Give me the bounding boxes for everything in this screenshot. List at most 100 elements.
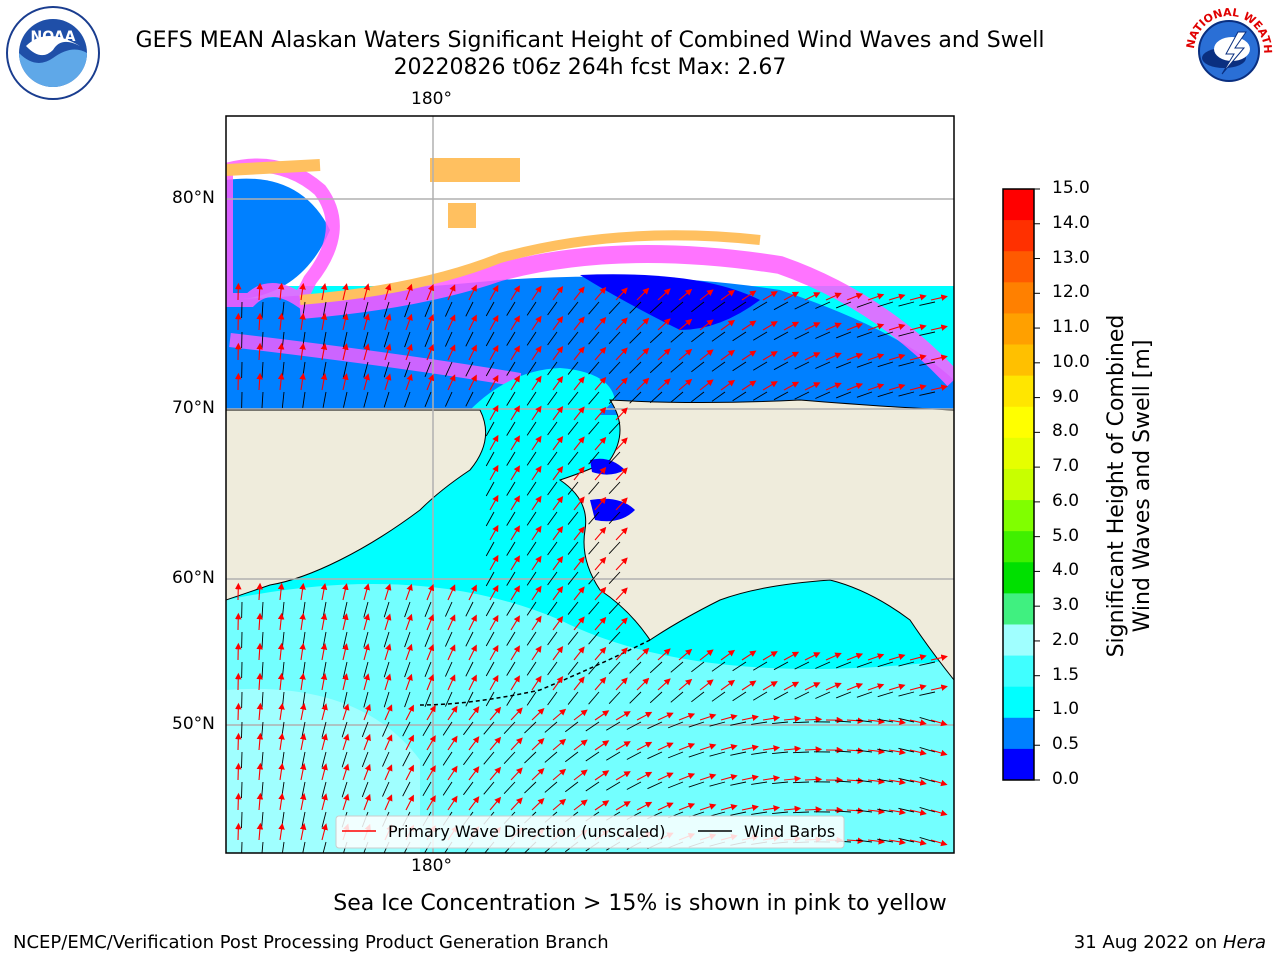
wind-barb (503, 751, 516, 764)
wave-direction-arrow (636, 801, 653, 811)
wave-direction-arrow (510, 405, 520, 421)
wind-barb (877, 661, 894, 668)
wave-direction-arrow (552, 435, 564, 451)
wave-direction-arrow (678, 678, 693, 691)
wave-direction-arrow (825, 652, 842, 661)
wave-direction-arrow (342, 283, 349, 301)
wind-barb (792, 751, 810, 754)
wave-direction-arrow (594, 286, 607, 301)
wind-barb (794, 661, 810, 670)
wind-barb (442, 781, 453, 796)
wave-direction-arrow (320, 312, 328, 331)
wave-direction-arrow (573, 616, 585, 631)
wind-barb (444, 301, 453, 317)
wind-barb (343, 391, 348, 408)
wave-direction-arrow (594, 740, 610, 751)
wave-direction-arrow (320, 672, 328, 691)
wind-barb (485, 661, 495, 677)
wind-barb (585, 751, 600, 762)
wave-direction-arrow (636, 711, 653, 721)
wave-direction-arrow (930, 719, 948, 727)
wind-barb (506, 451, 516, 466)
wave-direction-arrow (531, 345, 542, 361)
wave-direction-arrow (552, 495, 564, 511)
wave-direction-arrow (762, 291, 778, 301)
wind-barb (856, 361, 873, 368)
wave-direction-arrow (573, 739, 588, 751)
wind-barb (383, 691, 390, 708)
wave-direction-arrow (594, 466, 607, 481)
wind-barb (241, 721, 243, 739)
wave-direction-arrow (678, 803, 696, 811)
wave-direction-arrow (321, 733, 328, 751)
wave-direction-arrow (825, 292, 842, 301)
wave-direction-arrow (299, 582, 306, 601)
wind-barb (383, 631, 390, 648)
wind-barb (835, 301, 852, 309)
wave-direction-arrow (256, 282, 263, 301)
wave-direction-arrow (804, 682, 821, 691)
wave-direction-arrow (783, 651, 800, 661)
wave-direction-arrow (342, 763, 350, 781)
wind-barb (503, 781, 516, 794)
wave-direction-arrow (573, 556, 585, 571)
wave-direction-arrow (321, 823, 328, 841)
wind-barb (506, 331, 516, 346)
wind-barb (322, 841, 327, 853)
wind-barb (898, 361, 915, 367)
wind-barb (877, 391, 894, 398)
wave-direction-arrow (342, 673, 349, 691)
wind-barb (506, 571, 516, 586)
legend-wave-label: Primary Wave Direction (unscaled) (388, 822, 665, 841)
wind-barb (753, 391, 768, 401)
wave-direction-arrow (277, 342, 285, 361)
wave-direction-arrow (762, 681, 778, 691)
wind-barb (547, 631, 558, 646)
ocean-calm-area (226, 688, 420, 853)
wind-barb (547, 391, 558, 406)
wind-barb (506, 661, 516, 676)
colorbar-segment (1003, 251, 1034, 283)
wave-direction-arrow (552, 315, 564, 331)
wind-barb (526, 691, 537, 706)
wave-direction-arrow (447, 374, 456, 391)
wind-barb (526, 361, 537, 376)
wave-direction-arrow (804, 716, 823, 723)
wave-direction-arrow (573, 346, 585, 361)
wave-direction-arrow (909, 719, 927, 726)
wind-barb (544, 781, 558, 793)
wind-barb (424, 691, 432, 707)
wave-direction-arrow (636, 677, 650, 691)
wave-direction-arrow (594, 676, 607, 691)
wind-barb (241, 751, 243, 769)
wind-barb (322, 391, 327, 408)
wave-direction-arrow (678, 773, 696, 781)
wind-barb (424, 661, 432, 677)
wave-direction-arrow (405, 373, 413, 391)
wind-barb (629, 361, 642, 374)
wave-direction-arrow (720, 349, 736, 361)
colorbar-tick-label: 11.0 (1052, 317, 1090, 338)
wind-barb (649, 301, 663, 314)
wind-barb (524, 751, 537, 764)
wave-direction-arrow (741, 350, 757, 361)
wind-barb (670, 661, 684, 673)
wind-barb (444, 691, 453, 707)
wave-direction-arrow (468, 344, 477, 361)
wave-direction-arrow (363, 583, 370, 601)
wave-direction-arrow (489, 796, 502, 811)
wave-direction-arrow (277, 582, 285, 601)
wave-direction-arrow (342, 613, 349, 631)
wind-barb (281, 841, 285, 853)
lon-label-top: 180° (411, 89, 452, 109)
wave-direction-arrow (510, 345, 520, 361)
wave-direction-arrow (531, 645, 542, 661)
wind-barb (919, 837, 936, 843)
wave-direction-arrow (909, 684, 927, 691)
wave-direction-arrow (277, 312, 285, 331)
wind-barb (302, 391, 306, 408)
wave-direction-arrow (699, 289, 714, 301)
wind-barb (794, 301, 810, 310)
wind-barb (485, 571, 495, 587)
sea-ice-pink-inner (229, 333, 522, 387)
